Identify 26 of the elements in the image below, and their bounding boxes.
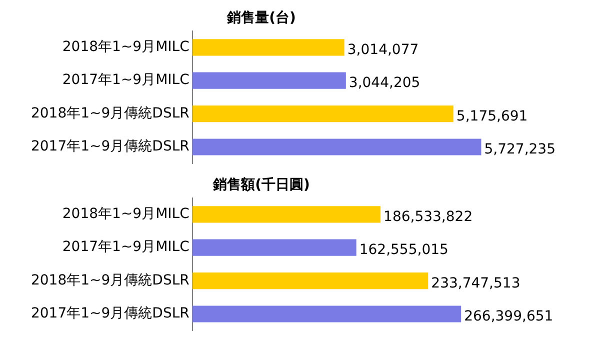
- y-tick-label: 2018年1~9月傳統DSLR: [30, 272, 190, 288]
- bar: [192, 272, 428, 290]
- bar: [192, 206, 381, 223]
- bar: [192, 306, 462, 322]
- chart-title: 銷售額(千日圓): [212, 176, 310, 194]
- bar: [192, 106, 454, 122]
- bar: [192, 72, 346, 89]
- data-label: 5,175,691: [456, 108, 528, 124]
- data-label: 233,747,513: [431, 275, 520, 292]
- bar: [192, 39, 344, 56]
- y-tick-label: 2017年1~9月MILC: [62, 239, 190, 256]
- data-label: 5,727,235: [484, 142, 556, 158]
- data-label: 266,399,651: [464, 308, 554, 325]
- y-tick-label: 2018年1~9月MILC: [62, 39, 190, 56]
- y-tick-label: 2017年1~9月傳統DSLR: [30, 138, 190, 155]
- bar: [192, 239, 356, 256]
- data-label: 3,014,077: [347, 42, 419, 58]
- data-label: 3,044,205: [348, 75, 420, 92]
- data-label: 162,555,015: [359, 242, 448, 258]
- y-tick-label: 2018年1~9月MILC: [62, 206, 190, 222]
- data-label: 186,533,822: [384, 209, 473, 226]
- y-tick-label: 2017年1~9月MILC: [62, 72, 190, 88]
- bar: [192, 138, 482, 156]
- y-tick-label: 2017年1~9月傳統DSLR: [30, 306, 190, 322]
- chart-title: 銷售量(台): [226, 10, 296, 26]
- y-tick-label: 2018年1~9月傳統DSLR: [30, 105, 190, 122]
